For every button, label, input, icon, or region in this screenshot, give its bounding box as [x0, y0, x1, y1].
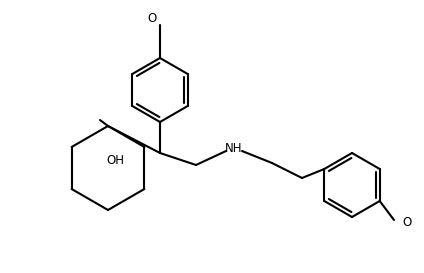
Text: NH: NH	[225, 141, 243, 155]
Text: O: O	[148, 11, 157, 25]
Text: OH: OH	[106, 153, 124, 167]
Text: O: O	[402, 215, 411, 229]
